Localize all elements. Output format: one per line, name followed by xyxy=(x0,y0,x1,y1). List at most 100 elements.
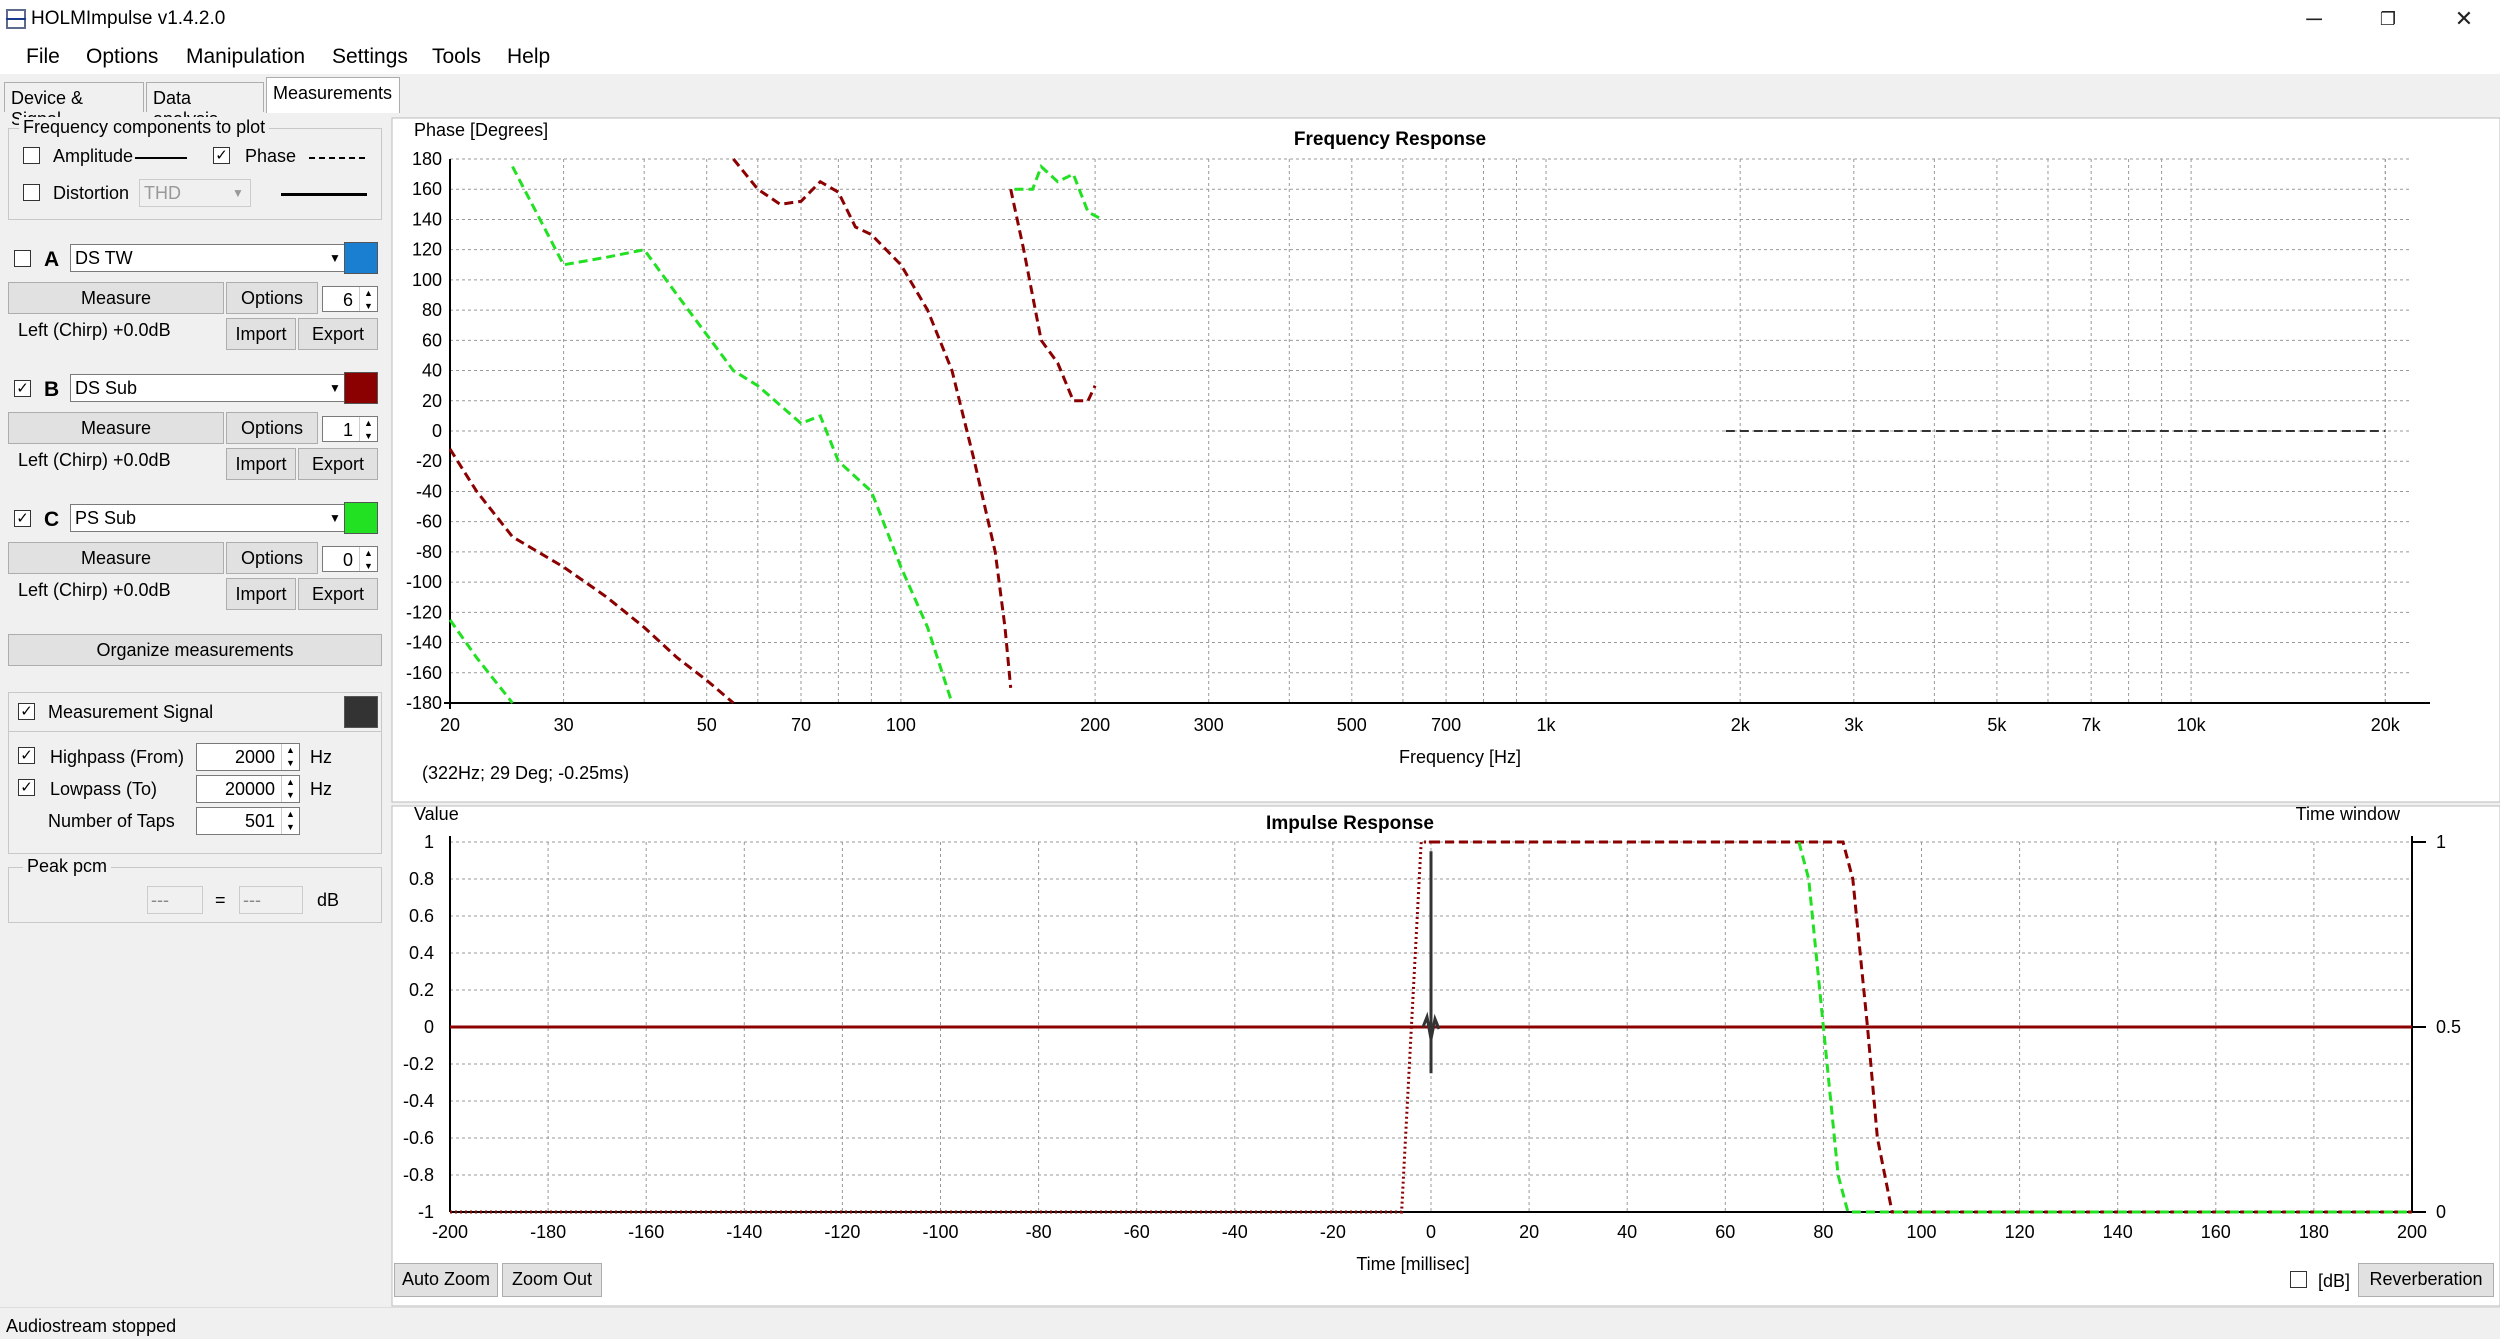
impulse-x-tick-label: -200 xyxy=(432,1222,468,1242)
lowpass-input[interactable]: 20000 ▲ ▼ xyxy=(196,775,300,803)
export-button[interactable]: Export xyxy=(298,448,378,480)
menu-tools[interactable]: Tools xyxy=(432,45,482,68)
impulse-panel xyxy=(391,805,2500,1307)
distortion-checkbox[interactable] xyxy=(23,184,40,201)
impulse-y-tick-label: -0.4 xyxy=(403,1091,434,1111)
channel-spin-input[interactable]: 1 ▲ ▼ xyxy=(322,416,378,442)
measurement-signal-group: ✓ Measurement Signal ✓ Highpass (From) 2… xyxy=(8,692,382,952)
impulse-y2-tick-label: 0.5 xyxy=(2436,1017,2461,1037)
channel-a-row: A DS TW ▼ xyxy=(8,238,382,278)
impulse-x-tick-label: -40 xyxy=(1222,1222,1248,1242)
peak-db-unit: dB xyxy=(317,890,340,910)
menu-file[interactable]: File xyxy=(26,45,60,68)
impulse-x-tick-label: -140 xyxy=(726,1222,762,1242)
plots-svg[interactable]: 180160140120100806040200-20-40-60-80-100… xyxy=(390,112,2500,1307)
impulse-series-line xyxy=(450,840,1431,1214)
impulse-y-tick-label: 0.6 xyxy=(409,906,434,926)
tab-device-signal[interactable]: Device & Signal xyxy=(4,82,144,129)
import-button[interactable]: Import xyxy=(226,578,296,610)
impulse-y-tick-label: -0.8 xyxy=(403,1165,434,1185)
impulse-y-tick-label: 0 xyxy=(424,1017,434,1037)
taps-input[interactable]: 501 ▲ ▼ xyxy=(196,807,300,835)
menu-settings[interactable]: Settings xyxy=(332,45,408,68)
channel-spin-input[interactable]: 6 ▲ ▼ xyxy=(322,286,378,312)
menu-options[interactable]: Options xyxy=(86,45,159,68)
highpass-unit: Hz xyxy=(310,747,332,767)
db-checkbox[interactable] xyxy=(2290,1271,2307,1288)
channel-b-checkbox[interactable]: ✓ xyxy=(14,380,31,397)
channel-spin-input[interactable]: 0 ▲ ▼ xyxy=(322,546,378,572)
signal-color-swatch[interactable] xyxy=(344,696,378,728)
options-button[interactable]: Options xyxy=(226,542,318,574)
measure-button[interactable]: Measure xyxy=(8,542,224,574)
channel-a-select[interactable]: DS TW ▼ xyxy=(70,244,348,272)
amplitude-checkbox[interactable] xyxy=(23,147,40,164)
impulse-x-tick-label: -80 xyxy=(1026,1222,1052,1242)
channel-c-row: ✓ C PS Sub ▼ xyxy=(8,498,382,538)
highpass-label: Highpass (From) xyxy=(50,747,185,767)
freq-x-tick-label: 50 xyxy=(697,715,717,735)
freq-x-tick-label: 300 xyxy=(1194,715,1224,735)
menu-manipulation[interactable]: Manipulation xyxy=(186,45,306,68)
minimize-button[interactable]: ─ xyxy=(2306,6,2322,31)
highpass-checkbox[interactable]: ✓ xyxy=(18,747,35,764)
freq-series-line xyxy=(1009,188,1097,403)
freq-x-tick-label: 100 xyxy=(886,715,916,735)
impulse-x-tick-label: 160 xyxy=(2201,1222,2231,1242)
reverberation-button[interactable]: Reverberation xyxy=(2358,1263,2494,1297)
import-button[interactable]: Import xyxy=(226,448,296,480)
freq-series-line xyxy=(448,448,735,705)
impulse-x-tick-label: -100 xyxy=(922,1222,958,1242)
options-button[interactable]: Options xyxy=(226,282,318,314)
channel-info-label: Left (Chirp) +0.0dB xyxy=(18,450,171,470)
channel-b-select[interactable]: DS Sub ▼ xyxy=(70,374,348,402)
import-button[interactable]: Import xyxy=(226,318,296,350)
freq-y-tick-label: -40 xyxy=(416,481,442,501)
freq-y-tick-label: 0 xyxy=(432,421,442,441)
channel-color-swatch[interactable] xyxy=(344,242,378,274)
channel-c-checkbox[interactable]: ✓ xyxy=(14,510,31,527)
measurement-signal-checkbox[interactable]: ✓ xyxy=(18,703,35,720)
freq-x-tick-label: 20k xyxy=(2371,715,2401,735)
impulse-x-label: Time [millisec] xyxy=(1356,1254,1469,1274)
channel-color-swatch[interactable] xyxy=(344,502,378,534)
zoom-out-button[interactable]: Zoom Out xyxy=(502,1263,602,1297)
peak-value-box: --- xyxy=(147,886,203,914)
phase-label: Phase xyxy=(245,146,297,166)
tab-measurements[interactable]: Measurements xyxy=(266,77,400,113)
options-button[interactable]: Options xyxy=(226,412,318,444)
freq-title: Frequency Response xyxy=(1294,129,1486,150)
channel-color-swatch[interactable] xyxy=(344,372,378,404)
freq-x-tick-label: 2k xyxy=(1731,715,1751,735)
auto-zoom-button[interactable]: Auto Zoom xyxy=(394,1263,498,1297)
lowpass-checkbox[interactable]: ✓ xyxy=(18,779,35,796)
freq-x-tick-label: 1k xyxy=(1536,715,1556,735)
peak-pcm-group: Peak pcm --- = --- dB xyxy=(8,856,382,923)
channel-c-select[interactable]: PS Sub ▼ xyxy=(70,504,348,532)
freq-y-label: Phase [Degrees] xyxy=(414,120,548,140)
menu-help[interactable]: Help xyxy=(507,45,551,68)
equals-sign: = xyxy=(215,890,226,910)
tab-strip: Device & Signal Data analysis Measuremen… xyxy=(0,74,400,129)
organize-measurements-button[interactable]: Organize measurements xyxy=(8,634,382,666)
restore-button[interactable]: ❐ xyxy=(2379,9,2397,29)
freq-y-tick-label: -160 xyxy=(406,663,442,683)
peak-db-box: --- xyxy=(239,886,303,914)
phase-checkbox[interactable]: ✓ xyxy=(213,147,230,164)
impulse-x-tick-label: -180 xyxy=(530,1222,566,1242)
impulse-series-line xyxy=(1431,840,2412,1214)
channel-b-row: ✓ B DS Sub ▼ xyxy=(8,368,382,408)
impulse-x-tick-label: 100 xyxy=(1906,1222,1936,1242)
close-button[interactable]: ✕ xyxy=(2454,6,2474,31)
channel-a-checkbox[interactable] xyxy=(14,250,31,267)
export-button[interactable]: Export xyxy=(298,578,378,610)
measure-button[interactable]: Measure xyxy=(8,282,224,314)
tab-data-analysis[interactable]: Data analysis xyxy=(146,82,264,129)
impulse-y-tick-label: 1 xyxy=(424,832,434,852)
export-button[interactable]: Export xyxy=(298,318,378,350)
highpass-input[interactable]: 2000 ▲ ▼ xyxy=(196,743,300,771)
freq-x-tick-label: 5k xyxy=(1987,715,2007,735)
distortion-select[interactable]: THD ▼ xyxy=(139,179,251,207)
measure-button[interactable]: Measure xyxy=(8,412,224,444)
impulse-x-tick-label: 180 xyxy=(2299,1222,2329,1242)
